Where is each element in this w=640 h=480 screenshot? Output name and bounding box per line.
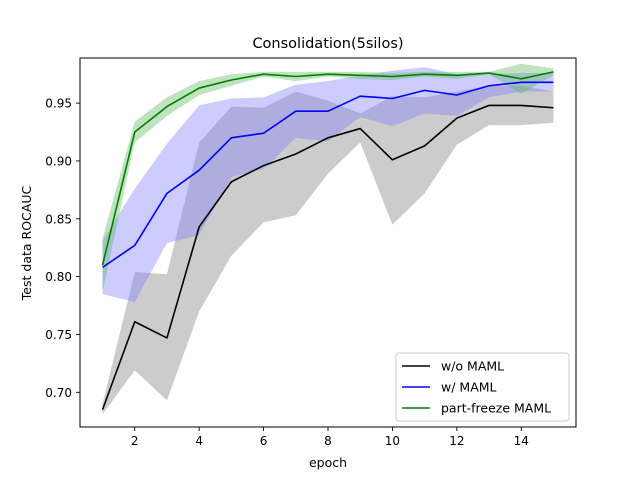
y-tick-label: 0.75	[45, 328, 72, 342]
y-tick-label: 0.80	[45, 270, 72, 284]
x-axis-ticks: 2 4 6 8 10 12 14	[131, 427, 529, 448]
x-tick-label: 6	[260, 434, 268, 448]
x-axis-label: epoch	[309, 455, 347, 470]
x-tick-label: 10	[385, 434, 400, 448]
line-w-maml	[102, 81, 554, 269]
x-tick-label: 4	[195, 434, 203, 448]
legend-label-w-maml: w/ MAML	[441, 380, 497, 395]
x-tick-label: 2	[131, 434, 139, 448]
x-tick-label: 12	[449, 434, 464, 448]
legend-label-w-o-maml: w/o MAML	[441, 359, 504, 374]
line-w-o-maml	[101, 104, 554, 410]
x-tick-label: 14	[514, 434, 529, 448]
chart-title: Consolidation(5silos)	[252, 36, 403, 52]
y-tick-label: 0.70	[45, 386, 72, 400]
band-w-maml	[102, 67, 554, 303]
x-tick-label: 8	[324, 434, 332, 448]
y-axis-label: Test data ROCAUC	[19, 186, 34, 302]
y-tick-label: 0.90	[45, 154, 72, 168]
y-axis-ticks: 0.70 0.75 0.80 0.85 0.90 0.95	[45, 97, 80, 400]
y-tick-label: 0.95	[45, 97, 72, 111]
series-lines	[101, 71, 554, 410]
band-w-o-maml	[102, 85, 554, 415]
legend: w/o MAML w/ MAML part-freeze MAML	[395, 352, 570, 422]
line-part-freeze-maml	[101, 71, 554, 266]
confidence-bands	[102, 63, 554, 415]
legend-box	[395, 352, 570, 422]
y-tick-label: 0.85	[45, 212, 72, 226]
legend-label-part-freeze-maml: part-freeze MAML	[441, 401, 551, 416]
